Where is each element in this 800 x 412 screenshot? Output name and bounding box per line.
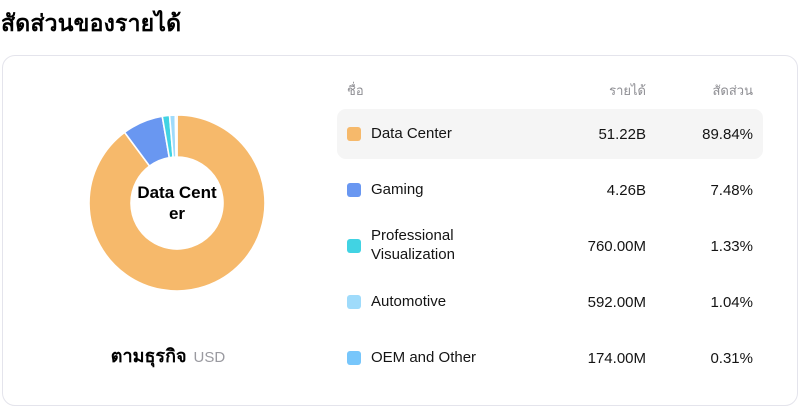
table-header-name: ชื่อ <box>347 83 364 98</box>
donut-slice-oem-and-other[interactable] <box>174 114 178 158</box>
series-name-cell: Professional Visualization <box>347 227 536 265</box>
series-proportion: 1.33% <box>710 237 753 255</box>
series-revenue: 760.00M <box>587 237 646 255</box>
table-header-row: ชื่อ รายได้ สัดส่วน <box>337 80 763 101</box>
table-row-oem-and-other[interactable]: OEM and Other 174.00M 0.31% <box>337 333 763 383</box>
series-name-cell: Automotive <box>347 293 536 312</box>
donut-chart-pane: Data Cent er ตามธุรกิจ USD <box>3 56 333 405</box>
revenue-breakdown-card: Data Cent er ตามธุรกิจ USD ชื่อ รายได้ สั… <box>2 55 798 406</box>
chart-caption-unit: USD <box>193 349 226 366</box>
series-revenue: 174.00M <box>587 349 646 367</box>
series-name-cell: Data Center <box>347 125 536 144</box>
donut-chart: Data Cent er <box>82 108 272 298</box>
table-row-professional-visualization[interactable]: Professional Visualization 760.00M 1.33% <box>337 221 763 271</box>
series-proportion: 7.48% <box>710 181 753 199</box>
table-header-proportion: สัดส่วน <box>712 83 754 98</box>
series-proportion: 0.31% <box>710 349 753 367</box>
series-name: Automotive <box>371 292 447 310</box>
table-row-data-center[interactable]: Data Center 51.22B 89.84% <box>337 109 763 159</box>
donut-chart-svg <box>88 114 266 292</box>
chart-caption: ตามธุรกิจ USD <box>3 341 333 370</box>
series-table: ชื่อ รายได้ สัดส่วน Data Center 51.22B 8… <box>333 56 797 405</box>
table-body: Data Center 51.22B 89.84% Gaming 4.26B 7… <box>337 109 763 383</box>
series-proportion: 89.84% <box>702 125 753 143</box>
series-name: Data Center <box>371 124 452 142</box>
page-title: สัดส่วนของรายได้ <box>1 10 182 36</box>
series-name: Gaming <box>371 180 424 198</box>
series-color-swatch <box>347 239 361 253</box>
donut-center-label-line1: Data Cent <box>137 182 217 202</box>
series-name-cell: Gaming <box>347 181 536 200</box>
donut-slice-data-center[interactable] <box>88 114 266 292</box>
series-color-swatch <box>347 351 361 365</box>
series-revenue: 4.26B <box>606 181 646 199</box>
chart-caption-label: ตามธุรกิจ <box>110 346 187 366</box>
series-revenue: 51.22B <box>598 125 646 143</box>
table-header-revenue: รายได้ <box>609 83 646 98</box>
series-color-swatch <box>347 295 361 309</box>
series-color-swatch <box>347 127 361 141</box>
series-proportion: 1.04% <box>710 293 753 311</box>
donut-center-label: Data Cent er <box>125 182 229 225</box>
series-color-swatch <box>347 183 361 197</box>
donut-center-label-line2: er <box>168 204 186 223</box>
series-revenue: 592.00M <box>587 293 646 311</box>
series-name-cell: OEM and Other <box>347 349 536 368</box>
series-name: Professional Visualization <box>371 227 455 263</box>
table-row-gaming[interactable]: Gaming 4.26B 7.48% <box>337 165 763 215</box>
table-row-automotive[interactable]: Automotive 592.00M 1.04% <box>337 277 763 327</box>
series-name: OEM and Other <box>371 348 477 366</box>
